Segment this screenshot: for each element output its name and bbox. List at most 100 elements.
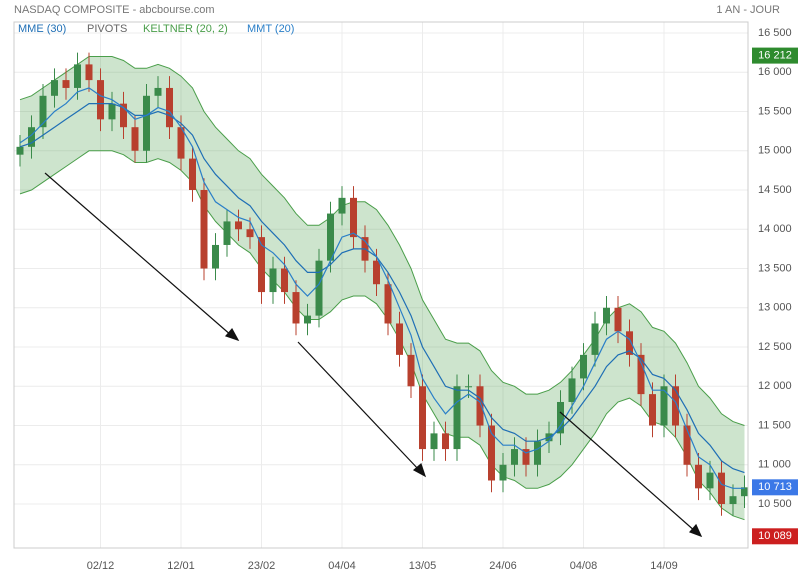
candle-body <box>143 95 150 151</box>
x-tick-label: 02/12 <box>87 560 115 572</box>
candle-body <box>591 323 599 355</box>
plot-frame <box>13 21 749 549</box>
candle-body <box>534 441 541 465</box>
legend-entry: MMT (20) <box>247 23 294 35</box>
period-label: 1 AN - JOUR <box>716 4 780 16</box>
x-tick-label: 24/06 <box>489 560 517 572</box>
candle-body <box>476 386 484 426</box>
candle-body <box>281 268 288 293</box>
candle-body <box>649 394 656 426</box>
candle-body <box>442 433 449 450</box>
candle-body <box>465 386 472 388</box>
candle-body <box>154 87 162 96</box>
trend-arrows <box>44 172 703 538</box>
arrow-head <box>688 523 703 538</box>
trend-arrow <box>559 411 697 533</box>
y-tick-label: 16 500 <box>758 27 792 39</box>
price-badge <box>752 479 798 496</box>
legend-entry: KELTNER (20, 2) <box>143 23 228 35</box>
trend-arrow <box>44 172 233 337</box>
x-tick-label: 14/09 <box>650 560 678 572</box>
candle-body <box>614 307 622 332</box>
candle-body <box>384 284 392 324</box>
candle-body <box>511 449 518 465</box>
candle-body <box>177 127 185 159</box>
candle-body <box>568 378 576 402</box>
candle-body <box>522 449 530 465</box>
chart-title: NASDAQ COMPOSITE - abcbourse.com <box>14 4 215 16</box>
candle-body <box>212 244 219 269</box>
candle-body <box>626 331 633 355</box>
moving-average-line <box>19 103 745 474</box>
legend: MME (30) PIVOTS KELTNER (20, 2) MMT (20) <box>18 23 294 35</box>
y-tick-label: 12 500 <box>758 341 792 353</box>
candle-body <box>74 64 81 88</box>
x-tick-label: 23/02 <box>248 560 276 572</box>
x-tick-label: 04/08 <box>570 560 598 572</box>
price-badge-label: 16 212 <box>758 50 792 62</box>
candle-body <box>672 386 679 426</box>
y-tick-label: 11 500 <box>758 419 791 431</box>
candle-body <box>373 260 380 285</box>
candle-body <box>637 354 645 395</box>
candle-body <box>557 401 564 434</box>
axes: 10 500 11 000 11 500 12 000 12 500 13 000 13 5… <box>87 27 798 572</box>
legend-entry: MME (30) <box>18 23 66 35</box>
candle-body <box>120 103 127 128</box>
candle-body <box>327 213 334 261</box>
y-tick-label: 14 500 <box>758 184 792 196</box>
candle-body <box>269 268 277 293</box>
candle-body <box>695 464 702 489</box>
candle-body <box>453 386 461 450</box>
legend-entry: PIVOTS <box>87 23 127 35</box>
candle-body <box>396 323 403 355</box>
candle-body <box>741 487 748 497</box>
band-upper <box>19 56 745 426</box>
y-tick-label: 11 000 <box>758 459 791 471</box>
candle-body <box>419 386 426 450</box>
candle-body <box>85 64 93 81</box>
candle-body <box>39 95 47 128</box>
candle-body <box>706 472 714 489</box>
candle-body <box>258 237 265 293</box>
candle-body <box>338 197 346 214</box>
candle-body <box>603 307 610 324</box>
candle-body <box>729 496 737 505</box>
y-tick-label: 15 500 <box>758 105 792 117</box>
candle-body <box>108 103 116 120</box>
y-tick-label: 12 000 <box>758 380 792 392</box>
moving-average-line <box>19 87 745 489</box>
candle-body <box>131 127 139 151</box>
candle-body <box>97 80 104 120</box>
y-tick-label: 13 000 <box>758 302 792 314</box>
candle-body <box>683 425 691 465</box>
candle-body <box>223 221 231 245</box>
y-tick-label: 14 000 <box>758 223 792 235</box>
x-tick-label: 12/01 <box>167 560 195 572</box>
candle-body <box>430 433 438 450</box>
candle-body <box>315 260 323 316</box>
candle-body <box>660 386 668 426</box>
arrow-head <box>412 462 427 478</box>
candles <box>16 52 748 516</box>
moving-averages <box>19 87 745 489</box>
y-tick-label: 10 500 <box>758 498 792 510</box>
candle-body <box>304 315 311 324</box>
candle-body <box>62 80 70 88</box>
x-tick-label: 04/04 <box>328 560 356 572</box>
price-badge-label: 10 089 <box>758 530 792 542</box>
candle-body <box>499 464 507 481</box>
candle-body <box>189 158 196 191</box>
trend-arrow <box>297 341 421 472</box>
candle-body <box>51 80 58 96</box>
candle-body <box>166 87 173 128</box>
candle-body <box>246 229 254 238</box>
candle-body <box>292 292 300 324</box>
candle-body <box>28 127 35 147</box>
candle-body <box>350 197 357 238</box>
candle-body <box>718 472 725 505</box>
candle-body <box>235 221 242 230</box>
candle-body <box>16 146 24 155</box>
